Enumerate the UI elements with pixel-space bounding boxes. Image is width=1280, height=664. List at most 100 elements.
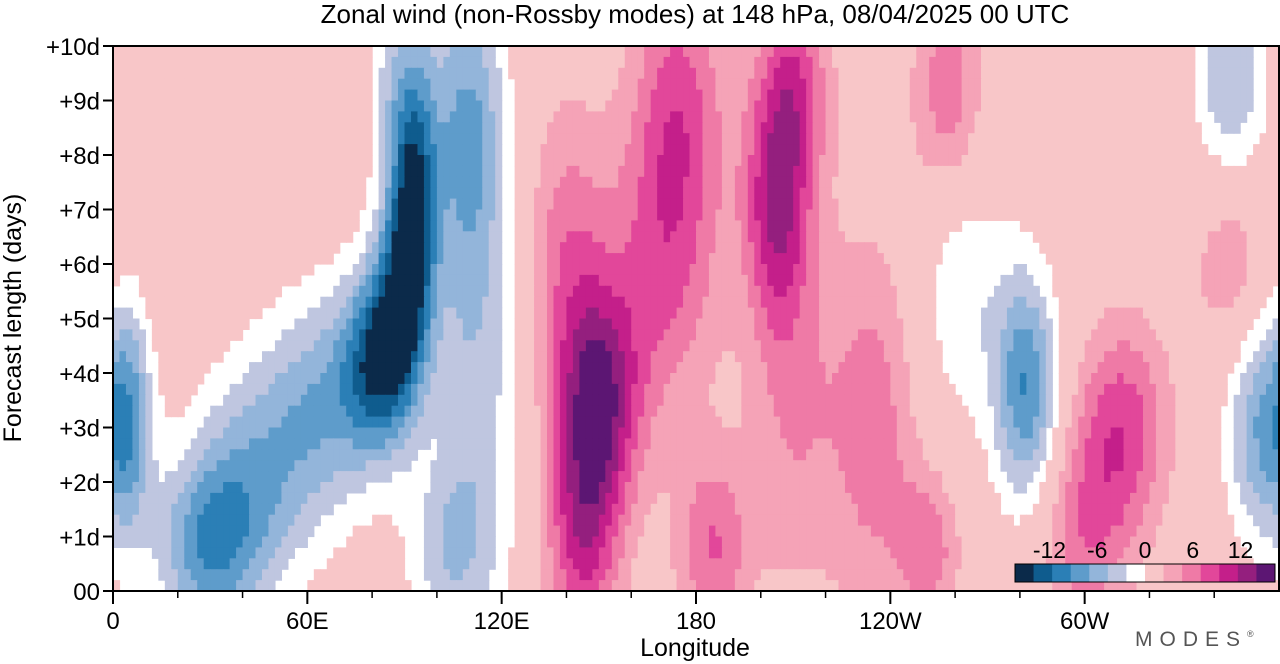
heatmap-cell: [993, 351, 1002, 363]
heatmap-cell: [119, 133, 127, 145]
heatmap-cell: [1084, 56, 1092, 69]
heatmap-cell: [1168, 78, 1176, 91]
heatmap-cell: [598, 67, 606, 80]
heatmap-cell: [1032, 67, 1040, 80]
heatmap-cell: [1130, 155, 1138, 167]
heatmap-cell: [618, 209, 626, 221]
heatmap-cell: [449, 46, 457, 58]
heatmap-cell: [981, 111, 989, 123]
heatmap-cell: [702, 242, 710, 254]
heatmap-cell: [968, 155, 976, 167]
heatmap-cell: [151, 209, 159, 221]
heatmap-cell: [1013, 100, 1021, 112]
heatmap-cell: [119, 165, 127, 178]
heatmap-cell: [715, 100, 723, 112]
heatmap-cell: [1266, 67, 1274, 80]
heatmap-cell: [436, 165, 444, 178]
heatmap-cell: [1058, 78, 1066, 91]
heatmap-cell: [747, 274, 755, 287]
heatmap-cell: [449, 253, 457, 265]
heatmap-cell: [657, 133, 665, 145]
heatmap-cell: [138, 46, 146, 58]
heatmap-cell: [559, 187, 568, 200]
heatmap-cell: [184, 165, 192, 178]
heatmap-cell: [475, 67, 483, 80]
heatmap-cell: [236, 187, 244, 200]
heatmap-cell: [475, 176, 483, 189]
heatmap-cell: [119, 209, 127, 221]
heatmap-cell: [443, 329, 451, 341]
heatmap-cell: [261, 78, 270, 91]
heatmap-cell: [495, 220, 503, 232]
heatmap-cell: [1266, 209, 1274, 221]
heatmap-cell: [242, 133, 250, 145]
heatmap-cell: [961, 209, 969, 221]
heatmap-cell: [741, 56, 749, 69]
heatmap-cell: [786, 56, 794, 69]
heatmap-cell: [566, 329, 574, 341]
chart-title: Zonal wind (non-Rossby modes) at 148 hPa…: [321, 0, 1070, 29]
heatmap-cell: [929, 318, 937, 330]
heatmap-cell: [896, 176, 904, 189]
heatmap-cell: [922, 165, 930, 178]
heatmap-cell: [1071, 264, 1079, 276]
heatmap-cell: [559, 198, 568, 211]
heatmap-cell: [1000, 100, 1008, 112]
heatmap-cell: [909, 307, 917, 320]
heatmap-cell: [773, 296, 781, 309]
heatmap-cell: [436, 155, 444, 167]
heatmap-cell: [903, 56, 911, 69]
heatmap-cell: [896, 242, 904, 254]
heatmap-cell: [650, 351, 658, 363]
heatmap-cell: [1026, 198, 1034, 211]
heatmap-cell: [352, 318, 360, 330]
heatmap-cell: [721, 253, 729, 265]
heatmap-cell: [624, 155, 632, 167]
heatmap-cell: [1071, 242, 1079, 254]
heatmap-cell: [346, 176, 354, 189]
heatmap-cell: [857, 329, 866, 341]
heatmap-cell: [696, 274, 704, 287]
heatmap-cell: [339, 144, 347, 156]
heatmap-cell: [372, 318, 380, 330]
heatmap-cell: [961, 56, 969, 69]
heatmap-cell: [1117, 122, 1125, 134]
heatmap-cell: [320, 67, 328, 80]
heatmap-cell: [1130, 231, 1138, 243]
heatmap-cell: [657, 89, 665, 102]
heatmap-cell: [436, 264, 444, 276]
heatmap-cell: [598, 340, 606, 352]
heatmap-cell: [702, 274, 710, 287]
heatmap-cell: [365, 155, 373, 167]
heatmap-cell: [540, 231, 548, 243]
heatmap-cell: [812, 285, 820, 298]
heatmap-cell: [294, 362, 302, 374]
heatmap-cell: [527, 318, 535, 330]
heatmap-cell: [559, 89, 568, 102]
heatmap-cell: [741, 274, 749, 287]
heatmap-cell: [741, 231, 749, 243]
heatmap-cell: [670, 89, 678, 102]
heatmap-cell: [844, 187, 853, 200]
heatmap-cell: [929, 187, 937, 200]
heatmap-cell: [825, 100, 833, 112]
heatmap-cell: [929, 67, 937, 80]
heatmap-cell: [125, 209, 134, 221]
heatmap-cell: [190, 78, 198, 91]
heatmap-cell: [281, 100, 289, 112]
heatmap-cell: [190, 242, 198, 254]
heatmap-cell: [747, 296, 755, 309]
heatmap-cell: [274, 209, 283, 221]
heatmap-cell: [1006, 329, 1015, 341]
heatmap-cell: [495, 362, 503, 374]
heatmap-cell: [1019, 187, 1027, 200]
heatmap-cell: [605, 307, 613, 320]
heatmap-cell: [1097, 89, 1105, 102]
heatmap-cell: [1214, 198, 1222, 211]
heatmap-cell: [890, 67, 898, 80]
heatmap-cell: [631, 187, 639, 200]
heatmap-cell: [1259, 231, 1267, 243]
heatmap-cell: [708, 220, 717, 232]
heatmap-cell: [1246, 165, 1254, 178]
heatmap-cell: [1084, 133, 1092, 145]
